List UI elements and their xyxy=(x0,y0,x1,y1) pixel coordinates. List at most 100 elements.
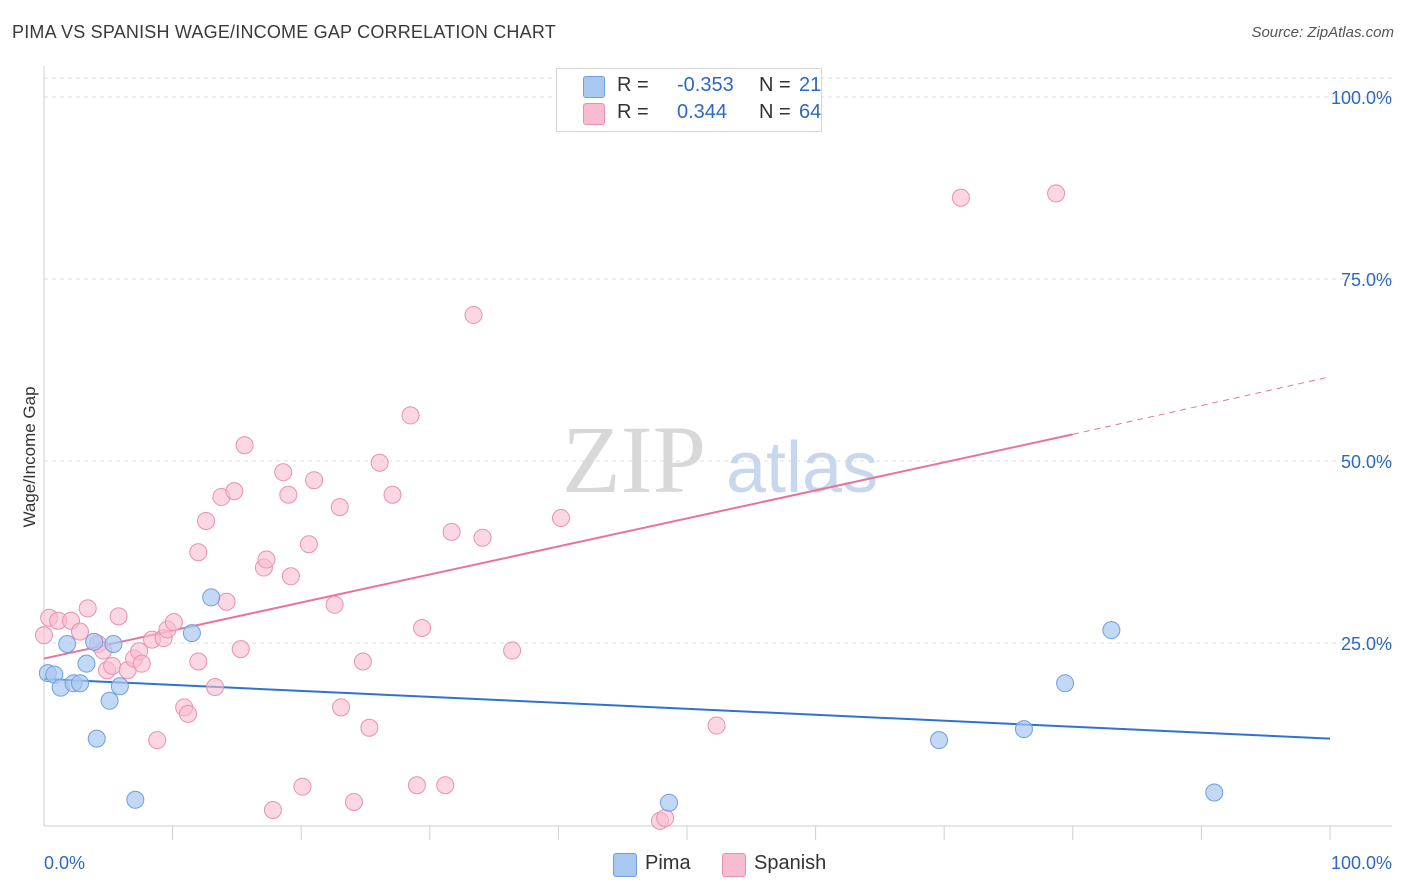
spanish-point xyxy=(330,498,349,517)
pima-point xyxy=(930,731,949,750)
spanish-point xyxy=(503,641,522,660)
spanish-point xyxy=(257,550,276,569)
spanish-point xyxy=(353,652,372,671)
pima-point xyxy=(202,588,221,607)
r-label: R = xyxy=(617,74,649,96)
spanish-point xyxy=(235,436,254,455)
spanish-point xyxy=(332,698,351,717)
spanish-point xyxy=(707,716,726,735)
spanish-point xyxy=(35,626,53,645)
spanish-point xyxy=(164,613,183,632)
pima-trend-line xyxy=(43,677,1331,740)
n-value: 64 xyxy=(799,101,822,123)
spanish-trend-extension xyxy=(1072,376,1331,435)
r-value: 0.344 xyxy=(677,101,728,123)
pima-point xyxy=(85,632,104,651)
spanish-point xyxy=(78,599,97,618)
spanish-point xyxy=(189,652,208,671)
spanish-point xyxy=(1047,184,1066,203)
n-value: 21 xyxy=(799,74,822,96)
y-tick-label: 100.0% xyxy=(1331,88,1392,108)
spanish-point xyxy=(551,509,570,528)
spanish-point xyxy=(217,592,236,611)
pima-point xyxy=(110,677,129,696)
pima-point xyxy=(104,635,123,653)
n-label: N = xyxy=(759,74,791,96)
spanish-point xyxy=(305,471,324,490)
spanish-point xyxy=(442,522,461,541)
r-value: -0.353 xyxy=(677,74,734,96)
pima-point xyxy=(182,624,201,643)
tick-labels: 100.0% 75.0% 50.0% 25.0% 0.0% 100.0% xyxy=(44,88,1392,873)
watermark-atlas: atlas xyxy=(726,428,878,508)
y-tick-label: 25.0% xyxy=(1341,634,1392,654)
spanish-point xyxy=(383,485,402,504)
spanish-point xyxy=(189,543,208,562)
spanish-point xyxy=(132,654,151,673)
spanish-point xyxy=(401,406,420,425)
pima-points xyxy=(38,588,1224,812)
spanish-trend-line xyxy=(43,433,1074,660)
pima-point xyxy=(100,691,119,710)
spanish-point xyxy=(279,485,298,504)
watermark: ZIP atlas xyxy=(562,406,878,513)
axes xyxy=(43,66,1392,840)
spanish-point xyxy=(103,656,122,675)
n-label: N = xyxy=(759,101,791,123)
spanish-point xyxy=(263,800,282,819)
spanish-swatch xyxy=(583,103,605,125)
spanish-point xyxy=(197,511,216,530)
pima-point xyxy=(58,635,77,653)
spanish-point xyxy=(413,618,432,637)
spanish-point xyxy=(225,482,244,501)
spanish-point xyxy=(325,595,344,614)
spanish-point xyxy=(179,704,198,723)
spanish-points xyxy=(35,184,1066,830)
spanish-swatch xyxy=(722,853,746,877)
spanish-point xyxy=(231,640,250,659)
spanish-point xyxy=(299,535,318,554)
spanish-point xyxy=(464,305,483,324)
spanish-point xyxy=(71,622,90,641)
spanish-point xyxy=(281,567,300,586)
spanish-point xyxy=(473,528,492,547)
grid-lines xyxy=(44,77,1392,644)
spanish-point xyxy=(109,607,128,626)
pima-point xyxy=(126,790,145,809)
pima-swatch xyxy=(583,76,605,98)
trend-lines xyxy=(43,376,1331,740)
pima-point xyxy=(77,654,96,673)
pima-point xyxy=(87,729,106,748)
chart-title: PIMA VS SPANISH WAGE/INCOME GAP CORRELAT… xyxy=(12,22,556,42)
bottom-legend-label: Spanish xyxy=(754,852,827,874)
spanish-point xyxy=(206,677,225,696)
r-label: R = xyxy=(617,101,649,123)
spanish-point xyxy=(370,453,389,472)
spanish-point xyxy=(436,776,455,795)
y-tick-label: 50.0% xyxy=(1341,452,1392,472)
pima-swatch xyxy=(613,853,637,877)
spanish-point xyxy=(148,731,167,750)
y-axis-label: Wage/Income Gap xyxy=(20,386,39,528)
pima-point xyxy=(71,674,90,693)
spanish-point xyxy=(360,718,379,737)
source-label: Source: ZipAtlas.com xyxy=(1251,24,1394,41)
bottom-legend-label: Pima xyxy=(645,852,691,874)
spanish-point xyxy=(344,792,363,811)
pima-point xyxy=(659,793,678,812)
pima-point xyxy=(1014,720,1033,739)
x-tick-label: 0.0% xyxy=(44,853,85,873)
pima-point xyxy=(1056,674,1075,693)
spanish-point xyxy=(951,188,970,207)
spanish-point xyxy=(656,808,675,827)
pima-point xyxy=(1205,783,1224,802)
spanish-point xyxy=(293,777,312,796)
spanish-point xyxy=(274,463,293,482)
correlation-legend: R = -0.353 N = 21 R = 0.344 N = 64 xyxy=(556,68,822,132)
y-tick-label: 75.0% xyxy=(1341,270,1392,290)
watermark-zip: ZIP xyxy=(562,406,706,513)
x-tick-label: 100.0% xyxy=(1331,853,1392,873)
spanish-point xyxy=(407,776,426,795)
pima-point xyxy=(1102,621,1121,640)
